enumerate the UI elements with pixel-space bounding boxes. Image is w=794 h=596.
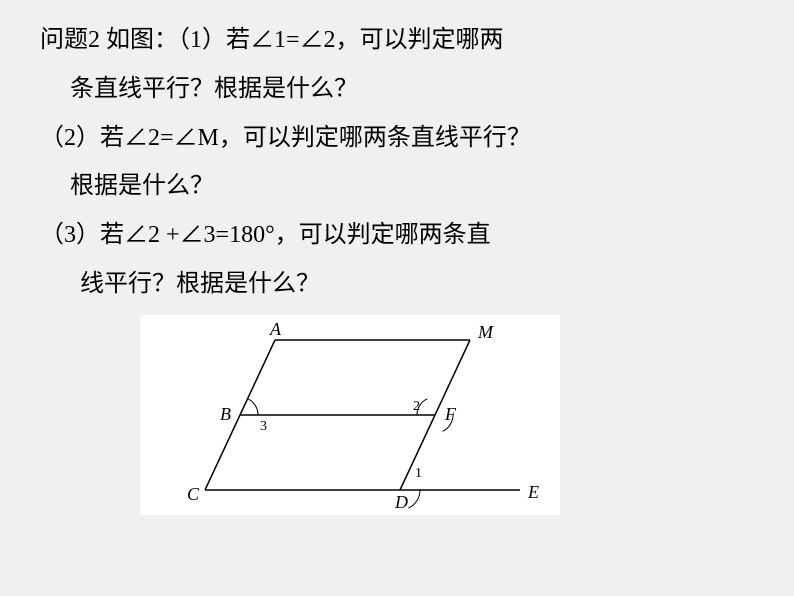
geometry-diagram: A M B F C D E 1 2 3 xyxy=(140,315,560,515)
problem-part3-line2: 线平行？根据是什么？ xyxy=(40,264,754,305)
problem-title-line2: 条直线平行？根据是什么？ xyxy=(40,69,754,110)
problem-part3-line1: （3）若∠2 +∠3=180°，可以判定哪两条直 xyxy=(40,215,754,256)
svg-text:M: M xyxy=(477,322,494,342)
svg-text:F: F xyxy=(444,404,457,424)
problem-part2-line2: 根据是什么？ xyxy=(40,166,754,207)
diagram-lines xyxy=(205,340,520,490)
diagram-angle-labels: 1 2 3 xyxy=(260,399,422,481)
svg-text:3: 3 xyxy=(260,419,267,434)
problem-title-line1: 问题2 如图：（1）若∠1=∠2，可以判定哪两 xyxy=(40,20,754,61)
svg-text:C: C xyxy=(187,484,200,504)
diagram-svg: A M B F C D E 1 2 3 xyxy=(140,315,560,515)
svg-text:2: 2 xyxy=(413,399,420,414)
svg-text:A: A xyxy=(269,319,282,339)
svg-text:B: B xyxy=(220,404,231,424)
problem-part2-line1: （2）若∠2=∠M，可以判定哪两条直线平行？ xyxy=(40,118,754,159)
svg-text:D: D xyxy=(394,492,408,512)
svg-text:1: 1 xyxy=(415,466,422,481)
svg-text:E: E xyxy=(527,482,539,502)
